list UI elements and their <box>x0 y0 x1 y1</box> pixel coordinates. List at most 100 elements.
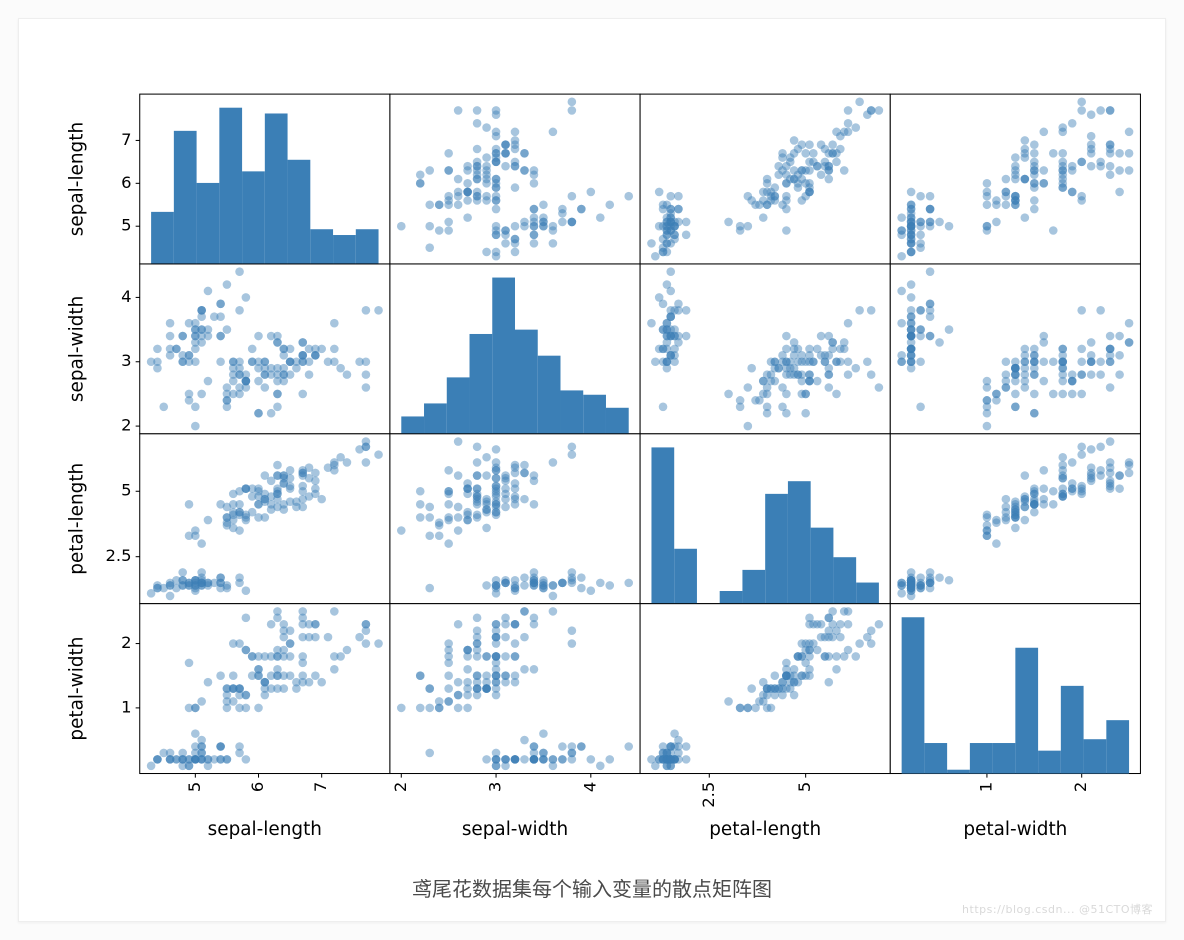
scatter-point <box>492 639 501 648</box>
scatter-point <box>821 652 830 661</box>
scatter-point <box>355 633 364 642</box>
scatter-point <box>794 357 803 366</box>
scatter-point <box>444 226 453 235</box>
scatter-point <box>663 222 672 231</box>
scatter-point <box>1087 338 1096 347</box>
scatter-point <box>744 192 753 201</box>
scatter-point <box>1049 500 1058 509</box>
scatter-point <box>1115 332 1124 341</box>
scatter-point <box>539 584 548 593</box>
scatter-point <box>242 293 251 302</box>
scatter-point <box>261 678 270 687</box>
scatter-point <box>492 183 501 192</box>
scatter-point <box>248 345 257 354</box>
scatter-point <box>492 508 501 517</box>
scatter-point <box>191 325 200 334</box>
scatter-point <box>1087 110 1096 119</box>
scatter-point <box>744 222 753 231</box>
scatter-point <box>549 128 558 137</box>
hist-bar <box>219 108 242 264</box>
scatter-point <box>473 442 482 451</box>
scatter-point <box>1021 175 1030 184</box>
scatter-point <box>463 484 472 493</box>
scatter-point <box>153 357 162 366</box>
x-tick-label: 5 <box>795 782 814 792</box>
scatter-point <box>444 166 453 175</box>
scatter-point <box>463 516 472 525</box>
scatter-point <box>317 678 326 687</box>
x-tick-label: 6 <box>248 782 267 792</box>
scatter-point <box>832 390 841 399</box>
scatter-point <box>178 749 187 758</box>
x-tick-label: 3 <box>486 782 505 792</box>
scatter-point <box>817 620 826 629</box>
scatter-point <box>159 402 168 411</box>
scatter-point <box>907 312 916 321</box>
x-axis-label: petal-length <box>709 819 821 840</box>
scatter-point <box>1125 458 1134 467</box>
scatter-point <box>492 652 501 661</box>
scatter-point <box>197 539 206 548</box>
scatter-point <box>425 166 434 175</box>
scatter-point <box>983 511 992 520</box>
scatter-point <box>605 581 614 590</box>
hist-bar <box>902 617 925 773</box>
scatter-point <box>210 579 219 588</box>
scatter-point <box>907 357 916 366</box>
scatter-point <box>286 671 295 680</box>
scatter-point <box>362 620 371 629</box>
scatter-point <box>435 521 444 530</box>
scatter-point <box>166 332 175 341</box>
scatter-point <box>577 205 586 214</box>
scatter-point <box>185 659 194 668</box>
scatter-point <box>805 140 814 149</box>
scatter-point <box>210 755 219 764</box>
scatter-point <box>444 500 453 509</box>
scatter-point <box>663 280 672 289</box>
scatter-point <box>907 222 916 231</box>
scatter-point <box>482 671 491 680</box>
scatter-point <box>1068 458 1077 467</box>
scatter-point <box>767 370 776 379</box>
scatter-point <box>1049 149 1058 158</box>
scatter-point <box>425 503 434 512</box>
scatter-point <box>492 205 501 214</box>
scatter-point <box>492 230 501 239</box>
scatter-point <box>1068 390 1077 399</box>
scatter-point <box>166 581 175 590</box>
scatter-point <box>482 652 491 661</box>
scatter-point <box>1002 495 1011 504</box>
scatter-point <box>1002 175 1011 184</box>
scatter-point <box>374 450 383 459</box>
hist-bar <box>1106 720 1129 773</box>
scatter-point <box>1087 476 1096 485</box>
scatter-point <box>1039 500 1048 509</box>
scatter-point <box>473 484 482 493</box>
scatter-point <box>482 179 491 188</box>
scatter-point <box>273 461 282 470</box>
scatter-point <box>1002 383 1011 392</box>
scatter-point <box>666 192 675 201</box>
y-tick-label: 2 <box>121 416 131 435</box>
scatter-point <box>549 607 558 616</box>
scatter-point <box>197 568 206 577</box>
scatter-point <box>362 306 371 315</box>
scatter-point <box>473 626 482 635</box>
scatter-point <box>492 749 501 758</box>
scatter-point <box>1087 445 1096 454</box>
scatter-point <box>473 119 482 128</box>
scatter-point <box>836 345 845 354</box>
scatter-point <box>782 659 791 668</box>
scatter-point <box>501 633 510 642</box>
scatter-point <box>242 614 251 623</box>
scatter-point <box>223 383 232 392</box>
scatter-point <box>1077 450 1086 459</box>
scatter-point <box>492 149 501 158</box>
x-axis-label: petal-width <box>963 819 1067 840</box>
scatter-point <box>1096 471 1105 480</box>
scatter-point <box>511 183 520 192</box>
scatter-point <box>482 755 491 764</box>
scatter-point <box>454 106 463 115</box>
scatter-point <box>790 691 799 700</box>
scatter-point <box>539 749 548 758</box>
